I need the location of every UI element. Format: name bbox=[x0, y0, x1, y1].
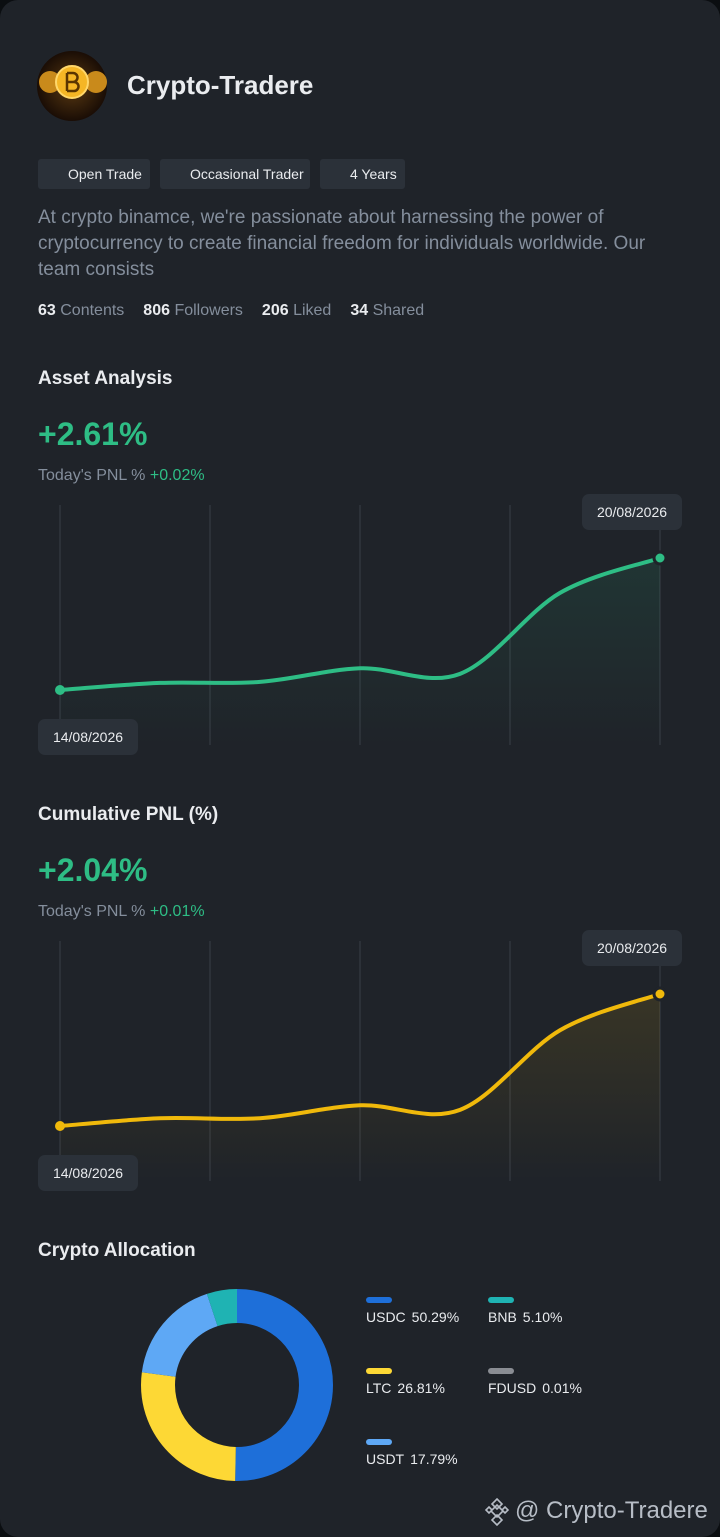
point bbox=[652, 986, 668, 1002]
line bbox=[59, 992, 661, 1128]
stat-value: 806 bbox=[143, 302, 170, 319]
stat: 206 Liked bbox=[262, 302, 331, 320]
date-label: 14/08/2026 bbox=[53, 729, 123, 745]
date-label: 20/08/2026 bbox=[597, 504, 667, 520]
tag-text: 4 Years bbox=[350, 166, 397, 182]
legend-swatch bbox=[366, 1439, 392, 1445]
stat-value: 34 bbox=[350, 302, 369, 319]
point bbox=[652, 550, 668, 566]
date-badge bbox=[582, 930, 682, 966]
watermark: @ Crypto-Tradere bbox=[515, 1497, 708, 1524]
point bbox=[55, 1121, 65, 1131]
stat: 63 Contents bbox=[38, 302, 124, 320]
legend-value: 17.79% bbox=[410, 1451, 457, 1467]
legend-name: USDT bbox=[366, 1451, 405, 1467]
profile-name: Crypto-Tradere bbox=[127, 70, 314, 100]
logo bbox=[484, 1497, 510, 1527]
legend-value: 26.81% bbox=[397, 1380, 444, 1396]
section-title: Asset Analysis bbox=[38, 368, 173, 389]
section-title: Cumulative PNL (%) bbox=[38, 804, 219, 825]
date-label: 14/08/2026 bbox=[53, 1165, 123, 1181]
description: At crypto binamce, we're passionate abou… bbox=[38, 207, 646, 280]
legend-name: BNB bbox=[488, 1309, 517, 1325]
date-badge bbox=[38, 1155, 138, 1191]
legend-name: USDC bbox=[366, 1309, 406, 1325]
pnl-value: +0.01% bbox=[149, 903, 205, 920]
point bbox=[55, 685, 65, 695]
pnl-label: Today's PNL % bbox=[38, 903, 146, 920]
pnl-total: +2.61% bbox=[38, 416, 148, 452]
donut-segment bbox=[141, 1289, 333, 1481]
date-badge bbox=[582, 494, 682, 530]
legend-swatch bbox=[366, 1368, 392, 1374]
legend-label: USDT 17.79% bbox=[366, 1451, 458, 1467]
legend-label: BNB 5.10% bbox=[488, 1309, 563, 1325]
pnl-today: Today's PNL % +0.01% bbox=[38, 903, 205, 921]
tag-text: Occasional Trader bbox=[190, 166, 304, 182]
pnl-value: +0.02% bbox=[149, 467, 205, 484]
stat-label: Shared bbox=[372, 302, 425, 319]
stat: 806 Followers bbox=[143, 302, 243, 320]
legend-label: USDC 50.29% bbox=[366, 1309, 459, 1325]
stat-label: Followers bbox=[174, 302, 243, 319]
date-badge bbox=[38, 719, 138, 755]
area bbox=[60, 994, 660, 1181]
legend-swatch bbox=[488, 1297, 514, 1303]
tag: Occasional Trader bbox=[160, 159, 310, 189]
area bbox=[60, 558, 660, 745]
stat-value: 63 bbox=[38, 302, 56, 319]
stat: 34 Shared bbox=[350, 302, 424, 320]
pnl-label: Today's PNL % bbox=[38, 467, 146, 484]
legend-name: LTC bbox=[366, 1380, 391, 1396]
stats: 63 Contents 806 Followers 206 Liked 34 Shar… bbox=[38, 302, 424, 320]
tag-text: Open Trade bbox=[68, 166, 142, 182]
legend-label: LTC 26.81% bbox=[366, 1380, 445, 1396]
legend-label: FDUSD 0.01% bbox=[488, 1380, 582, 1396]
stat-label: Liked bbox=[293, 302, 332, 319]
donut-segment bbox=[141, 1289, 333, 1481]
date-label: 20/08/2026 bbox=[597, 940, 667, 956]
line bbox=[59, 556, 661, 692]
avatar bbox=[37, 51, 107, 121]
legend-value: 0.01% bbox=[542, 1380, 582, 1396]
legend-value: 5.10% bbox=[523, 1309, 563, 1325]
legend-swatch bbox=[366, 1297, 392, 1303]
tag: 4 Years bbox=[320, 159, 405, 189]
legend-value: 50.29% bbox=[412, 1309, 459, 1325]
legend-swatch bbox=[488, 1368, 514, 1374]
tag: Open Trade bbox=[38, 159, 150, 189]
section-title: Crypto Allocation bbox=[38, 1240, 196, 1261]
stat-label: Contents bbox=[60, 302, 125, 319]
legend-name: FDUSD bbox=[488, 1380, 536, 1396]
stat-value: 206 bbox=[261, 302, 289, 319]
pnl-today: Today's PNL % +0.02% bbox=[38, 467, 205, 485]
pnl-total: +2.04% bbox=[38, 852, 148, 888]
